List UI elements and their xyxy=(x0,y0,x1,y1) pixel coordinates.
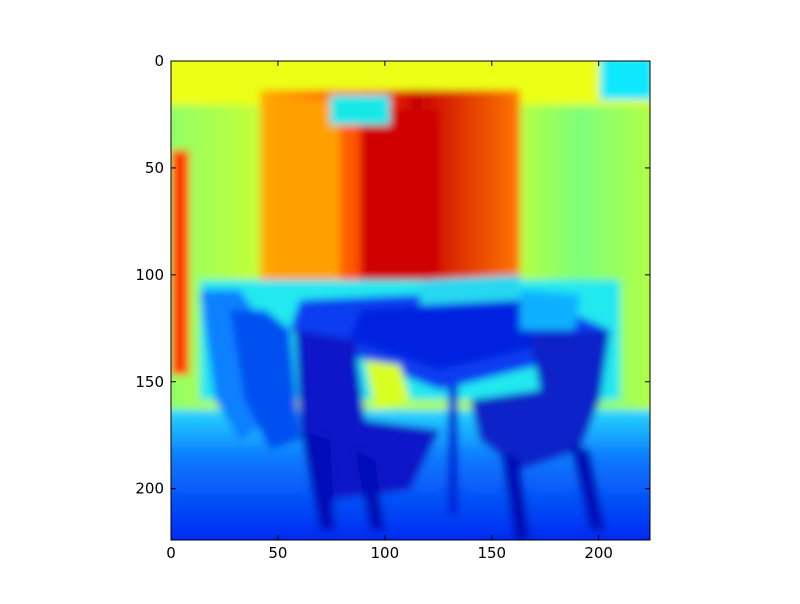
y-tick-label: 150 xyxy=(135,373,164,391)
x-tick-label: 0 xyxy=(166,544,176,562)
depth-image xyxy=(171,61,650,540)
x-tick-label: 100 xyxy=(371,544,400,562)
x-tick-label: 150 xyxy=(477,544,506,562)
y-tick-label: 0 xyxy=(154,52,164,70)
x-tick-label: 50 xyxy=(268,544,287,562)
axes-frame xyxy=(170,60,651,541)
y-axis: 0 50 100 150 200 xyxy=(135,52,650,498)
x-tick-label: 200 xyxy=(584,544,613,562)
x-axis: 0 50 100 150 200 xyxy=(166,61,613,562)
y-tick-label: 200 xyxy=(135,480,164,498)
y-tick-label: 50 xyxy=(145,159,164,177)
y-tick-label: 100 xyxy=(135,266,164,284)
